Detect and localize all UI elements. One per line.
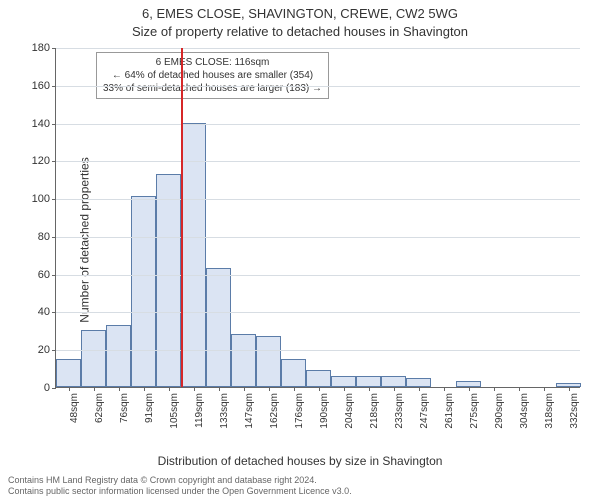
- x-tick-label: 233sqm: [394, 387, 405, 429]
- gridline: [56, 199, 580, 200]
- x-tick-label: 119sqm: [194, 387, 205, 428]
- x-tick-label: 91sqm: [144, 387, 155, 423]
- y-tick-mark: [52, 350, 56, 351]
- bar: [106, 325, 131, 387]
- annotation-line-1: 6 EMES CLOSE: 116sqm: [103, 56, 322, 69]
- annotation-line-2: ← 64% of detached houses are smaller (35…: [103, 69, 322, 82]
- x-tick-label: 76sqm: [119, 387, 130, 423]
- x-tick-label: 190sqm: [319, 387, 330, 429]
- y-tick-label: 60: [38, 269, 50, 281]
- x-tick-label: 247sqm: [419, 387, 430, 429]
- y-tick-mark: [52, 48, 56, 49]
- y-tick-label: 160: [32, 80, 50, 92]
- bar: [56, 359, 81, 387]
- bar: [156, 174, 181, 387]
- x-tick-label: 204sqm: [344, 387, 355, 429]
- bar: [131, 196, 156, 387]
- annotation-line-3: 33% of semi-detached houses are larger (…: [103, 82, 322, 95]
- bar: [281, 359, 306, 387]
- y-tick-label: 80: [38, 231, 50, 243]
- y-tick-label: 40: [38, 306, 50, 318]
- gridline: [56, 48, 580, 49]
- bar: [356, 376, 381, 387]
- footer-attribution: Contains HM Land Registry data © Crown c…: [8, 475, 592, 498]
- gridline: [56, 237, 580, 238]
- y-tick-label: 0: [44, 382, 50, 394]
- marker-line: [181, 48, 183, 387]
- plot-area: 6 EMES CLOSE: 116sqm ← 64% of detached h…: [55, 48, 580, 388]
- gridline: [56, 350, 580, 351]
- x-tick-label: 318sqm: [544, 387, 555, 429]
- bar: [331, 376, 356, 387]
- bar: [81, 330, 106, 387]
- x-tick-label: 261sqm: [444, 387, 455, 429]
- x-tick-label: 162sqm: [269, 387, 280, 429]
- x-tick-label: 147sqm: [244, 387, 255, 429]
- y-tick-mark: [52, 312, 56, 313]
- y-tick-label: 100: [32, 193, 50, 205]
- y-tick-label: 140: [32, 118, 50, 130]
- chart-title-address: 6, EMES CLOSE, SHAVINGTON, CREWE, CW2 5W…: [0, 6, 600, 21]
- y-tick-label: 20: [38, 344, 50, 356]
- gridline: [56, 312, 580, 313]
- gridline: [56, 124, 580, 125]
- gridline: [56, 161, 580, 162]
- y-tick-mark: [52, 124, 56, 125]
- x-tick-label: 48sqm: [69, 387, 80, 423]
- bar: [206, 268, 231, 387]
- x-tick-label: 133sqm: [219, 387, 230, 429]
- x-axis-label: Distribution of detached houses by size …: [0, 454, 600, 468]
- annotation-box: 6 EMES CLOSE: 116sqm ← 64% of detached h…: [96, 52, 329, 99]
- bar: [231, 334, 256, 387]
- bar: [406, 378, 431, 387]
- bar: [381, 376, 406, 387]
- x-tick-label: 62sqm: [94, 387, 105, 423]
- x-tick-label: 218sqm: [369, 387, 380, 429]
- y-tick-label: 180: [32, 42, 50, 54]
- y-tick-mark: [52, 199, 56, 200]
- x-tick-label: 105sqm: [169, 387, 180, 429]
- y-tick-mark: [52, 161, 56, 162]
- x-tick-label: 304sqm: [519, 387, 530, 429]
- y-tick-mark: [52, 275, 56, 276]
- footer-line-1: Contains HM Land Registry data © Crown c…: [8, 475, 592, 486]
- gridline: [56, 275, 580, 276]
- chart-subtitle: Size of property relative to detached ho…: [0, 24, 600, 39]
- gridline: [56, 86, 580, 87]
- bar: [306, 370, 331, 387]
- y-tick-mark: [52, 237, 56, 238]
- bar: [256, 336, 281, 387]
- y-tick-mark: [52, 86, 56, 87]
- x-tick-label: 275sqm: [469, 387, 480, 429]
- chart-container: 6, EMES CLOSE, SHAVINGTON, CREWE, CW2 5W…: [0, 0, 600, 500]
- y-tick-label: 120: [32, 155, 50, 167]
- x-tick-label: 290sqm: [494, 387, 505, 429]
- x-tick-label: 332sqm: [569, 387, 580, 429]
- footer-line-2: Contains public sector information licen…: [8, 486, 592, 497]
- y-tick-mark: [52, 388, 56, 389]
- x-tick-label: 176sqm: [294, 387, 305, 429]
